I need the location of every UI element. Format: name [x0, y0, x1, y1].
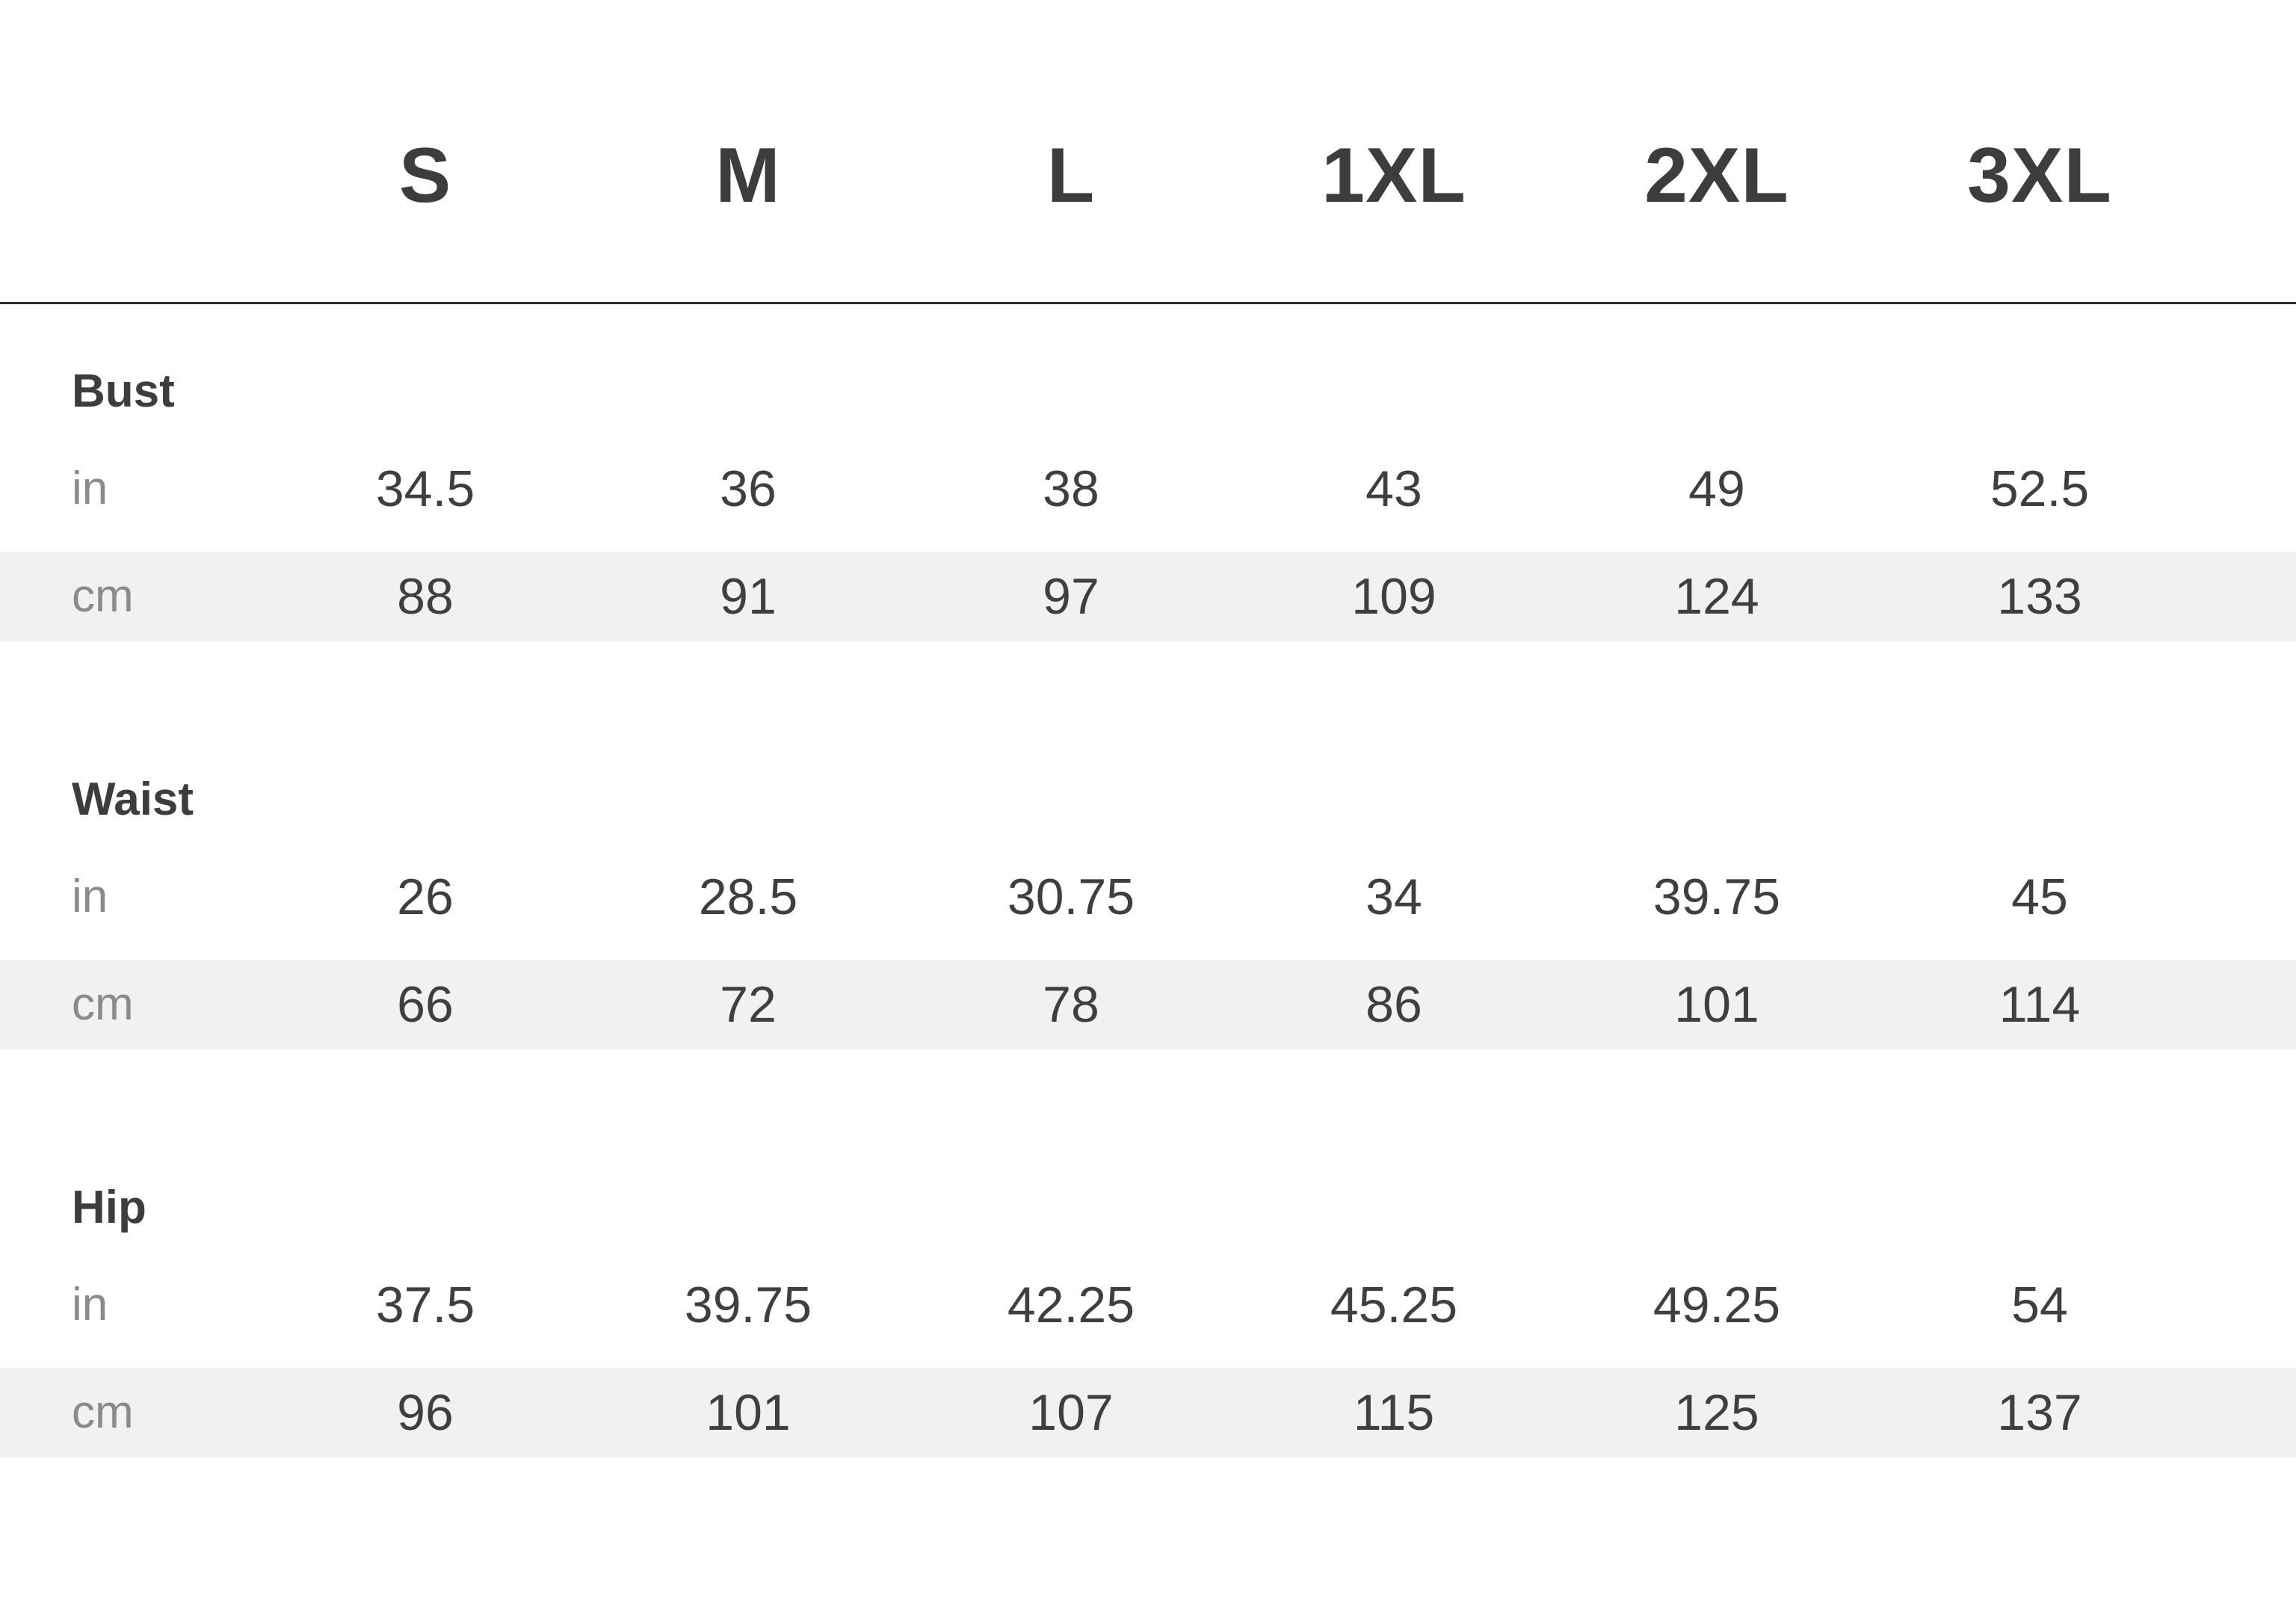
- measurement-value: 72: [720, 976, 777, 1033]
- measurement-value: 96: [397, 1384, 454, 1441]
- measurement-value: 39.75: [1652, 869, 1781, 925]
- unit-label-cm: cm: [72, 978, 134, 1030]
- size-header: S M L 1XL 2XL 3XL: [0, 0, 2296, 302]
- measurement-value: 133: [1997, 568, 2082, 625]
- measurement-value: 45: [2011, 869, 2068, 925]
- section-hip: Hip in 37.5 39.75 42.25 45.25 49.25 54 c…: [0, 1178, 2296, 1507]
- measurement-value: 37.5: [375, 1277, 475, 1333]
- unit-label-in: in: [72, 463, 108, 514]
- measurement-value: 107: [1028, 1384, 1114, 1441]
- measurement-value: 78: [1043, 976, 1099, 1033]
- inch-row: in 37.5 39.75 42.25 45.25 49.25 54: [0, 1260, 2296, 1350]
- measurement-value: 34.5: [375, 460, 475, 517]
- measurement-value: 54: [2011, 1277, 2068, 1333]
- measurement-value: 86: [1365, 976, 1422, 1033]
- measurement-value: 97: [1043, 568, 1099, 625]
- section-title: Bust: [72, 365, 175, 417]
- measurement-value: 115: [1353, 1384, 1435, 1441]
- measurement-value: 91: [720, 568, 777, 625]
- measurement-value: 124: [1674, 568, 1759, 625]
- measurement-value: 137: [1997, 1384, 2082, 1441]
- measurement-value: 52.5: [1990, 460, 2090, 517]
- cm-row: cm 66 72 78 86 101 114: [0, 960, 2296, 1049]
- measurement-value: 43: [1365, 460, 1422, 517]
- measurement-value: 101: [1674, 976, 1759, 1033]
- unit-label-cm: cm: [72, 1386, 134, 1438]
- measurement-value: 101: [706, 1384, 791, 1441]
- section-title: Waist: [72, 774, 194, 825]
- size-label-2xl: 2XL: [1644, 132, 1789, 219]
- size-label-l: L: [1046, 132, 1096, 219]
- measurement-value: 109: [1351, 568, 1436, 625]
- measurement-value: 30.75: [1007, 869, 1135, 925]
- size-label-m: M: [715, 132, 781, 219]
- section-bust: Bust in 34.5 36 38 43 49 52.5 cm 88 91 9…: [0, 362, 2296, 691]
- cm-row: cm 88 91 97 109 124 133: [0, 552, 2296, 641]
- inch-row: in 26 28.5 30.75 34 39.75 45: [0, 852, 2296, 942]
- header-divider: [0, 302, 2296, 304]
- measurement-value: 125: [1674, 1384, 1759, 1441]
- unit-label-in: in: [72, 871, 108, 922]
- measurement-value: 39.75: [684, 1277, 812, 1333]
- section-waist: Waist in 26 28.5 30.75 34 39.75 45 cm 66…: [0, 770, 2296, 1099]
- measurement-value: 42.25: [1007, 1277, 1135, 1333]
- measurement-value: 88: [397, 568, 454, 625]
- measurement-value: 45.25: [1330, 1277, 1458, 1333]
- size-label-3xl: 3XL: [1967, 132, 2112, 219]
- measurement-value: 38: [1043, 460, 1099, 517]
- unit-label-cm: cm: [72, 570, 134, 622]
- measurement-value: 49: [1688, 460, 1745, 517]
- cm-row: cm 96 101 107 115 125 137: [0, 1368, 2296, 1457]
- measurement-value: 114: [1999, 976, 2081, 1033]
- inch-row: in 34.5 36 38 43 49 52.5: [0, 444, 2296, 534]
- size-label-s: S: [398, 132, 452, 219]
- measurement-value: 66: [397, 976, 454, 1033]
- measurement-value: 34: [1365, 869, 1422, 925]
- measurement-value: 28.5: [698, 869, 798, 925]
- section-title: Hip: [72, 1182, 146, 1233]
- measurement-value: 49.25: [1652, 1277, 1781, 1333]
- measurement-value: 36: [720, 460, 777, 517]
- size-label-1xl: 1XL: [1321, 132, 1466, 219]
- measurement-value: 26: [397, 869, 454, 925]
- unit-label-in: in: [72, 1279, 108, 1330]
